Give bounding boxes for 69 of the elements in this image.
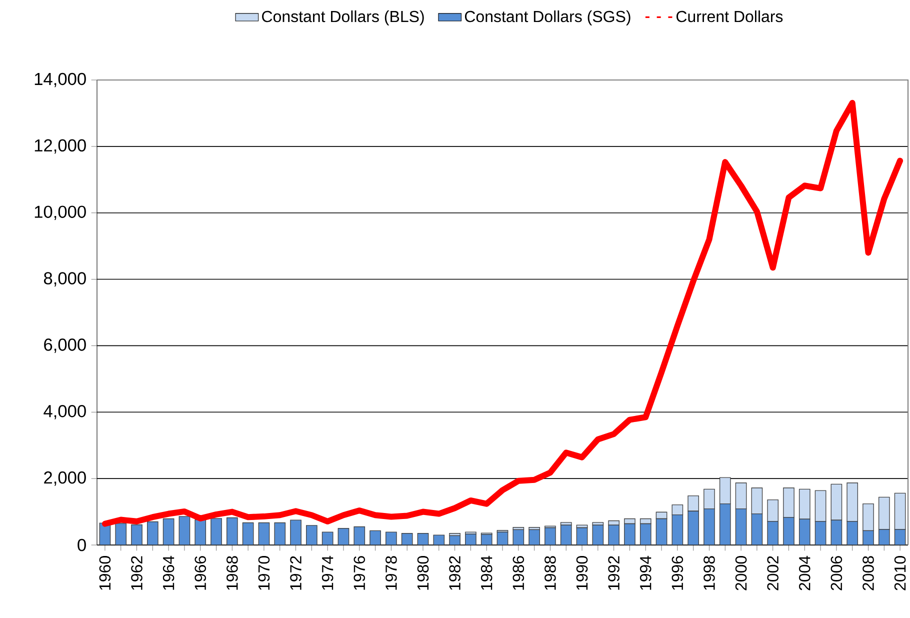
- y-tick-label: 8,000: [44, 272, 86, 286]
- bar: [449, 535, 460, 546]
- x-tick-label: 1988: [544, 556, 556, 590]
- bar: [608, 524, 620, 546]
- bar: [194, 519, 206, 546]
- bar: [370, 530, 381, 546]
- bar: [146, 521, 158, 546]
- x-tick-label: 1966: [194, 556, 206, 590]
- y-tick-label: 14,000: [34, 72, 86, 88]
- y-tick-label: 10,000: [34, 206, 86, 220]
- x-tick-label: 1998: [704, 556, 715, 590]
- x-tick-label: 1980: [417, 556, 429, 590]
- bar: [258, 522, 270, 546]
- bar: [592, 524, 604, 546]
- x-tick-label: 2010: [894, 556, 906, 590]
- x-tick-label: 1960: [99, 556, 111, 590]
- bar: [417, 533, 429, 546]
- bar: [512, 529, 524, 546]
- bar: [115, 523, 127, 546]
- legend-label: Current Dollars: [676, 10, 783, 22]
- y-tick-label: 12,000: [34, 139, 86, 154]
- bar: [401, 533, 413, 546]
- bar: [162, 518, 174, 546]
- x-tick-label: 1964: [162, 556, 174, 590]
- x-tick-label: 1982: [449, 556, 460, 590]
- bar: [210, 518, 222, 546]
- x-tick-label: 1962: [131, 556, 142, 590]
- x-tick-label: 2002: [767, 556, 778, 590]
- bar: [354, 526, 366, 546]
- bar: [433, 534, 445, 546]
- x-tick-label: 1990: [576, 556, 588, 590]
- bar: [290, 520, 302, 546]
- bar: [480, 534, 492, 546]
- bar: [322, 532, 334, 546]
- x-tick-label: 2004: [798, 556, 810, 590]
- x-tick-label: 1978: [386, 556, 397, 590]
- x-tick-label: 1976: [354, 556, 366, 590]
- y-tick-label: 4,000: [44, 404, 86, 420]
- x-tick-label: 1992: [608, 556, 620, 590]
- bar: [560, 524, 572, 546]
- x-tick-label: 1984: [480, 556, 492, 590]
- bar: [528, 529, 540, 546]
- y-tick-label: 6,000: [44, 338, 86, 353]
- bar: [576, 527, 588, 546]
- bar: [274, 522, 286, 546]
- bar: [242, 522, 254, 546]
- bar: [306, 525, 318, 546]
- bar: [386, 532, 397, 546]
- bar: [544, 527, 556, 546]
- x-tick-label: 1986: [512, 556, 524, 590]
- legend-label: Constant Dollars (SGS): [464, 10, 630, 26]
- x-tick-label: 1968: [226, 556, 238, 590]
- x-tick-label: 2008: [862, 556, 874, 590]
- x-tick-label: 1970: [258, 556, 270, 590]
- bar: [465, 534, 476, 546]
- y-tick-label: 0: [78, 538, 86, 552]
- y-tick-label: 2,000: [44, 471, 86, 486]
- x-tick-label: 1972: [290, 556, 302, 590]
- x-tick-label: 2000: [735, 556, 747, 590]
- bar: [338, 528, 350, 546]
- bar: [226, 517, 238, 546]
- bar: [131, 524, 142, 546]
- x-tick-label: 2006: [830, 556, 842, 590]
- legend-label: Constant Dollars (BLS): [262, 10, 424, 26]
- bar: [496, 532, 508, 546]
- x-tick-label: 1994: [640, 556, 652, 590]
- x-tick-label: 1996: [672, 556, 684, 590]
- x-tick-label: 1974: [322, 556, 334, 590]
- bar: [178, 516, 190, 546]
